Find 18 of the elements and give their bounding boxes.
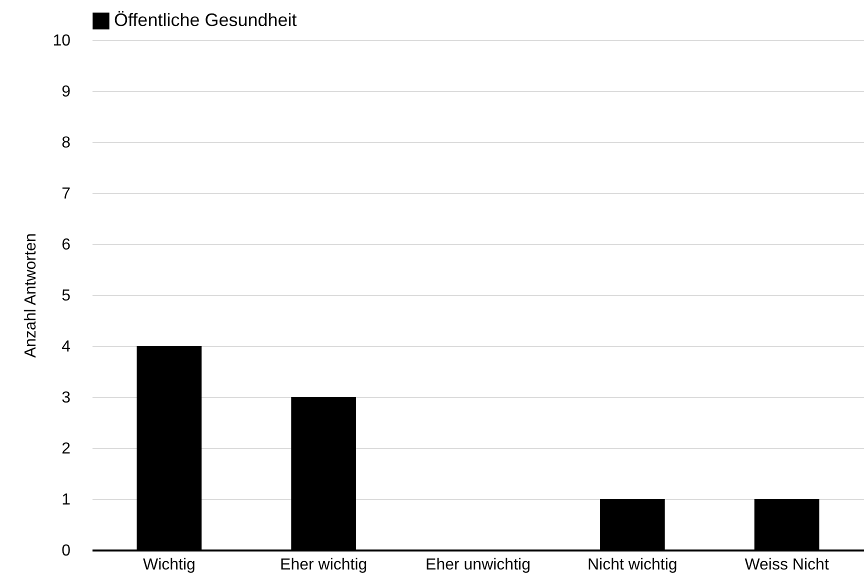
y-tick-label: 2: [62, 440, 71, 458]
x-tick-label: Nicht wichtig: [587, 556, 678, 574]
y-tick-label: 1: [62, 492, 71, 508]
y-tick-label: 10: [52, 32, 71, 50]
x-tick-label: Eher wichtig: [280, 556, 368, 574]
x-tick-label: Wichtig: [142, 556, 196, 574]
legend-label: Öffentliche Gesundheit: [114, 10, 297, 30]
y-axis-title: Anzahl Antworten: [22, 233, 40, 358]
x-tick-label: Eher unwichtig: [426, 556, 530, 574]
y-tick-label: 6: [62, 236, 71, 254]
y-tick-label: 9: [62, 84, 71, 100]
y-tick-label: 3: [62, 390, 71, 406]
x-tick-label: Weiss Nicht: [744, 556, 830, 574]
y-tick-label: 5: [62, 288, 71, 304]
y-tick-label: 0: [62, 542, 71, 560]
y-tick-label: 8: [62, 134, 71, 152]
y-tick-label: 7: [62, 186, 71, 202]
y-tick-label: 4: [62, 338, 71, 356]
